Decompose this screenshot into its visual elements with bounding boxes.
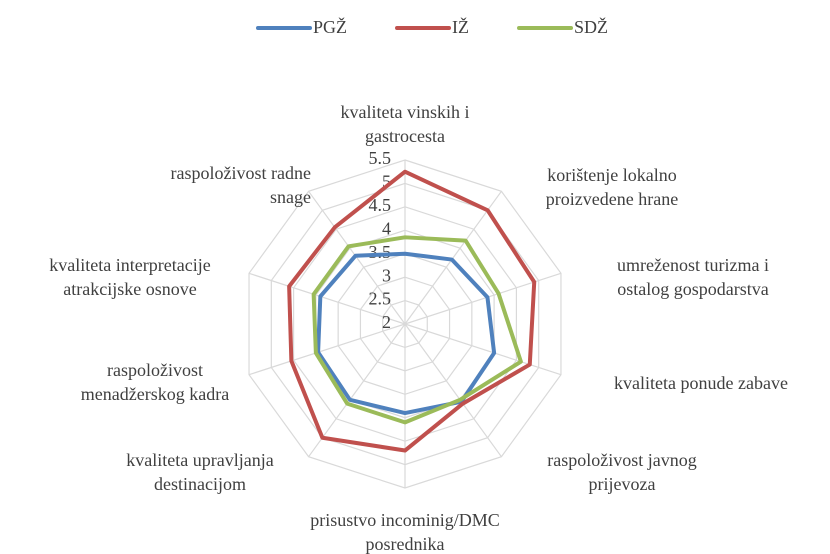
y-tick-label: 3 [382,265,391,285]
legend-label: IŽ [452,16,469,37]
category-label: umreženost turizma i ostalog gospodarstv… [617,255,769,299]
spoke [404,323,562,376]
category-label: raspoloživost menadžerskog kadra [80,360,230,404]
y-tick-label: 4 [382,218,391,238]
y-tick-label: 4.5 [369,195,392,215]
spoke [308,323,406,458]
category-label: kvaliteta ponude zabave [614,373,788,393]
spoke [248,272,406,325]
category-label: kvaliteta upravljanja destinacijom [126,450,274,494]
y-tick-label: 5 [382,172,391,192]
spoke [404,190,502,325]
legend-label: SDŽ [574,16,608,37]
y-tick-label: 3.5 [369,242,392,262]
spoke [404,272,562,325]
legend-label: PGŽ [313,16,347,37]
category-label: kvaliteta vinskih i gastrocesta [340,102,470,146]
category-label: korištenje lokalno proizvedene hrane [545,165,679,209]
spoke [248,323,406,376]
y-tick-label: 2 [382,312,391,332]
category-label: raspoloživost radne snage [170,163,311,207]
series-line [311,235,523,425]
series-line [287,169,537,453]
category-label: raspoloživost javnog prijevoza [547,450,697,494]
spoke [404,323,502,458]
series-line [316,251,497,416]
y-tick-label: 2.5 [369,289,392,309]
category-label: prisustvo incominig/DMC posrednika [310,510,500,554]
category-label: kvaliteta interpretacije atrakcijske osn… [49,255,211,299]
y-tick-label: 5.5 [369,148,392,168]
